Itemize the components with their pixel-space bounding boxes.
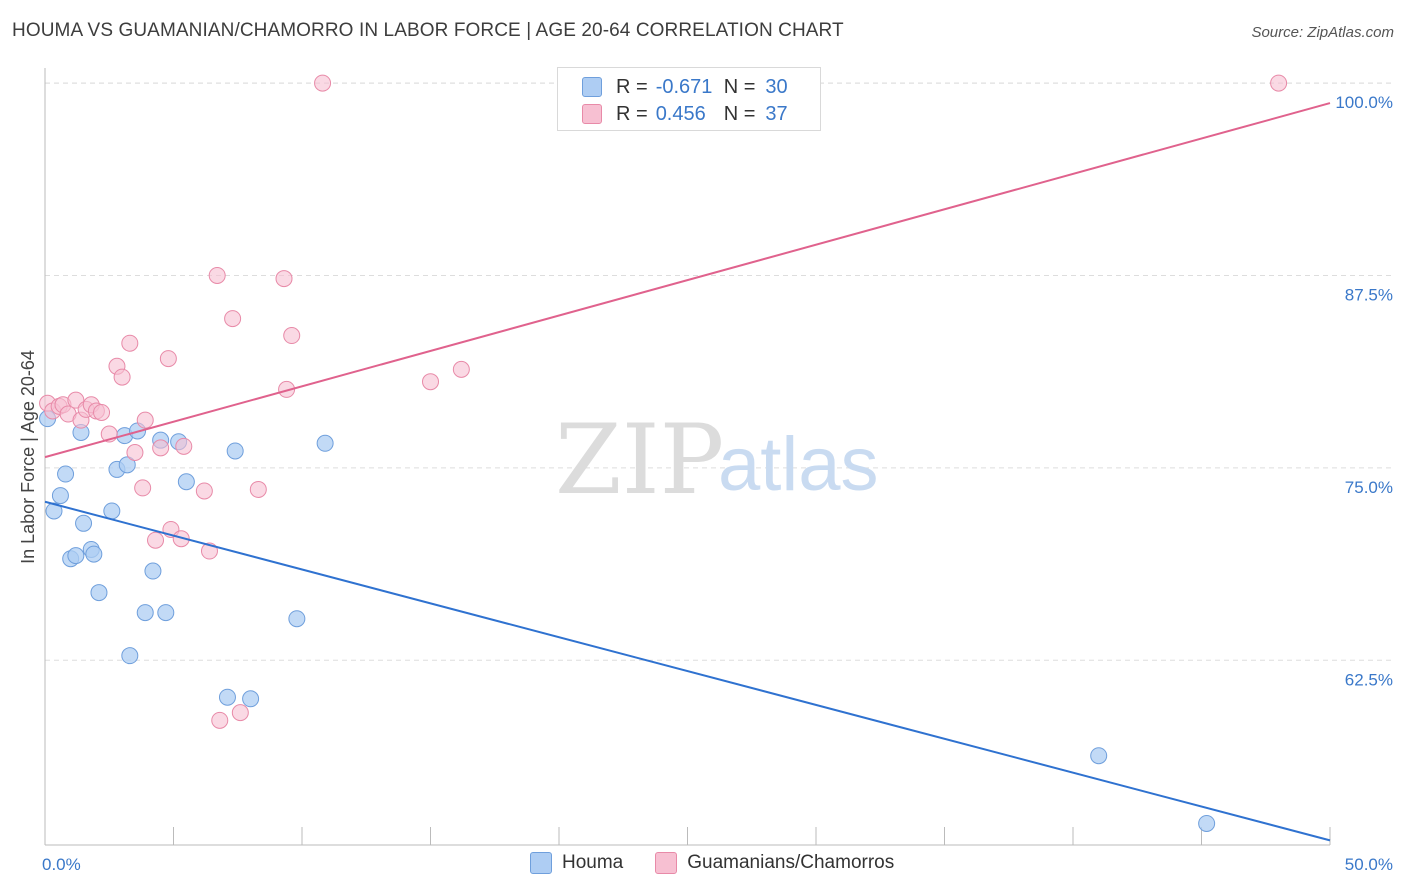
guam-point	[452, 360, 470, 378]
guam-point	[422, 373, 439, 391]
guam-point	[147, 531, 165, 549]
guam-legend-label: Guamanians/Chamorros	[687, 852, 895, 873]
trend-lines	[44, 102, 1331, 842]
houma-trend-line	[44, 500, 1331, 842]
legend-item-guam: Guamanians/Chamorros	[655, 852, 894, 874]
houma-point	[67, 547, 85, 565]
tick-labels: 62.5% 75.0% 87.5% 100.0% 0.0% 50.0%	[42, 93, 1393, 874]
guam-point	[159, 350, 177, 368]
n-value: 30	[765, 75, 788, 98]
guam-point	[121, 334, 139, 352]
grid-lines	[45, 82, 1395, 661]
houma-point	[1198, 814, 1216, 832]
guam-point	[208, 266, 226, 284]
houma-point	[75, 514, 93, 532]
houma-point	[242, 690, 260, 708]
guam-trend-line	[44, 102, 1331, 459]
guam-point	[195, 482, 213, 500]
houma-point	[118, 456, 136, 474]
r-value: 0.456	[655, 102, 706, 125]
houma-point	[157, 604, 175, 622]
stats-legend: R = -0.671 N = 30 R = 0.456 N = 37	[557, 67, 821, 131]
legend-row-houma: R = -0.671 N = 30	[582, 74, 788, 100]
source-note: Source: ZipAtlas.com	[1251, 24, 1394, 41]
guam-point	[93, 403, 111, 421]
chart-title: HOUMA VS GUAMANIAN/CHAMORRO IN LABOR FOR…	[12, 20, 844, 41]
guam-point	[134, 479, 152, 497]
houma-swatch	[582, 77, 602, 97]
houma-point	[51, 487, 69, 505]
n-value: 37	[765, 102, 788, 125]
y-tick-label: 100.0%	[1335, 93, 1393, 112]
houma-point	[45, 502, 63, 520]
houma-point	[57, 465, 75, 483]
series-legend: Houma Guamanians/Chamorros	[530, 852, 926, 874]
watermark: ZIP atlas	[555, 404, 879, 516]
legend-item-houma: Houma	[530, 852, 623, 874]
watermark-atlas: atlas	[718, 422, 879, 507]
houma-point	[288, 610, 306, 628]
guam-point	[1270, 74, 1288, 92]
houma-point	[1090, 747, 1108, 765]
y-tick-label: 75.0%	[1345, 478, 1393, 497]
houma-point	[316, 434, 334, 452]
houma-point	[218, 688, 236, 706]
guam-point	[126, 444, 144, 461]
houma-point	[226, 442, 244, 460]
guam-point	[283, 327, 301, 345]
guam-point	[136, 411, 154, 429]
guam-point	[231, 704, 249, 722]
guam-point	[211, 711, 229, 729]
guam-legend-swatch	[655, 852, 678, 874]
guam-point	[113, 368, 131, 386]
guam-points	[39, 74, 1288, 729]
houma-point	[90, 584, 108, 602]
houma-point	[136, 604, 154, 622]
y-tick-label: 87.5%	[1345, 285, 1393, 304]
x-tick-label: 0.0%	[42, 855, 81, 874]
r-value: -0.671	[655, 75, 713, 98]
guam-point	[249, 480, 267, 498]
houma-legend-swatch	[530, 852, 552, 874]
houma-point	[85, 545, 103, 563]
guam-point	[172, 530, 190, 548]
guam-point	[314, 74, 332, 92]
watermark-zip: ZIP	[555, 404, 724, 516]
houma-point	[177, 473, 195, 491]
x-tick-label: 50.0%	[1345, 855, 1393, 874]
guam-swatch	[582, 104, 602, 124]
n-label: N =	[723, 102, 756, 125]
guam-point	[224, 310, 242, 328]
r-label: R =	[616, 75, 648, 98]
r-label: R =	[616, 102, 648, 125]
guam-point	[275, 270, 293, 288]
n-label: N =	[723, 75, 756, 98]
houma-point	[103, 502, 121, 520]
guam-point	[175, 437, 193, 455]
houma-point	[121, 647, 139, 665]
legend-row-guam: R = 0.456 N = 37	[582, 101, 788, 127]
y-axis-label: In Labor Force | Age 20-64	[18, 350, 38, 564]
y-tick-label: 62.5%	[1345, 670, 1393, 689]
guam-point	[152, 439, 170, 457]
houma-legend-label: Houma	[562, 852, 624, 873]
houma-point	[144, 562, 162, 580]
